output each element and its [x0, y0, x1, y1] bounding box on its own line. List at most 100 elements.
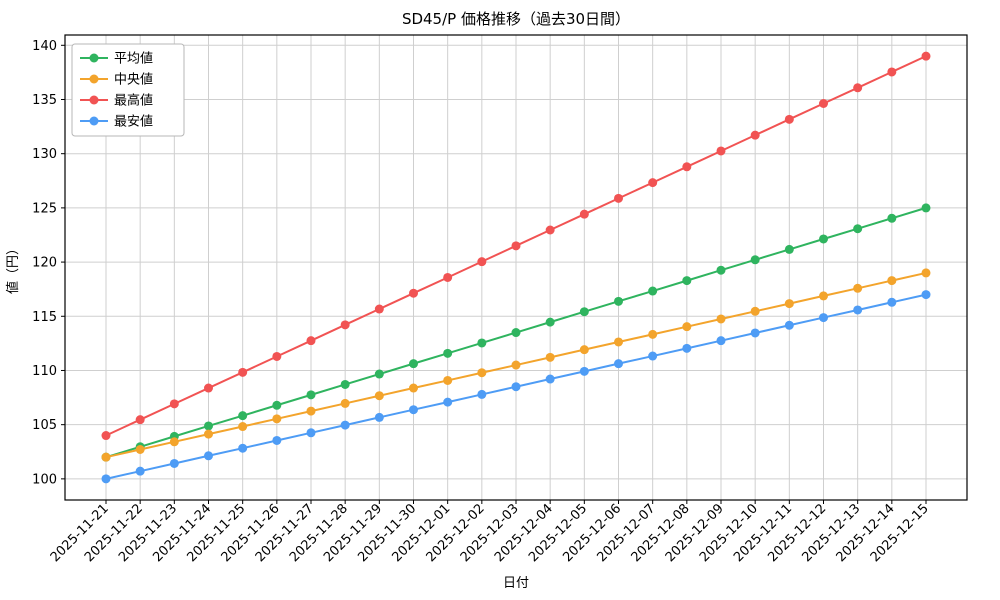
series-marker [101, 452, 111, 462]
legend-marker [89, 74, 99, 84]
series-marker [409, 405, 418, 415]
series-marker [682, 343, 692, 353]
series-marker [443, 397, 453, 407]
series-marker [204, 451, 213, 461]
legend-box [71, 43, 185, 137]
series-marker [477, 257, 487, 267]
series-marker [750, 328, 760, 338]
series-marker [853, 224, 863, 234]
series-marker [306, 390, 316, 400]
y-tick-label: 105 [32, 418, 57, 433]
series-marker [716, 146, 726, 156]
y-tick-label: 115 [32, 310, 57, 325]
series-marker [306, 336, 316, 346]
series-marker [511, 241, 521, 251]
series-marker [579, 366, 589, 376]
series-marker [511, 360, 521, 370]
series-marker [784, 244, 794, 254]
x-axis-label: 日付 [503, 576, 529, 591]
series-marker [204, 429, 213, 439]
series-marker [545, 352, 555, 362]
series-marker [101, 431, 111, 441]
series-marker [853, 83, 863, 93]
series-marker [477, 389, 487, 399]
series-marker [272, 351, 282, 361]
series-marker [272, 414, 282, 424]
series-marker [169, 437, 179, 447]
series-marker [579, 345, 589, 355]
series-marker [716, 336, 726, 346]
series-marker [443, 272, 453, 282]
y-tick-label: 120 [32, 256, 57, 271]
series-marker [374, 304, 384, 314]
series-marker [648, 329, 658, 339]
series-marker [238, 411, 248, 421]
series-marker [204, 421, 213, 431]
series-marker [750, 255, 760, 265]
series-marker [819, 313, 828, 323]
series-marker [340, 379, 350, 389]
series-marker [887, 213, 897, 223]
legend-label: 最高値 [114, 93, 153, 109]
series-marker [784, 320, 794, 330]
series-marker [921, 290, 931, 300]
series-marker [477, 338, 487, 348]
series-marker [135, 415, 145, 425]
series-marker [306, 406, 316, 416]
series-marker [887, 67, 897, 77]
series-marker [716, 265, 726, 275]
series-marker [921, 268, 931, 278]
series-marker [750, 306, 760, 316]
series-marker [682, 322, 692, 332]
series-marker [887, 297, 897, 307]
series-marker [682, 162, 692, 172]
legend-label: 最安値 [114, 114, 153, 130]
legend-marker [89, 116, 99, 126]
series-marker [716, 314, 726, 324]
series-marker [682, 276, 692, 286]
y-tick-label: 140 [32, 39, 57, 54]
series-marker [545, 317, 555, 327]
series-marker [374, 391, 384, 401]
legend-marker [89, 95, 99, 105]
series-marker [374, 369, 384, 379]
series-marker [340, 320, 350, 330]
series-marker [306, 428, 316, 438]
series-marker [614, 359, 623, 369]
series-marker [272, 435, 282, 445]
series-marker [614, 296, 623, 306]
series-marker [545, 225, 555, 235]
series-marker [579, 307, 589, 317]
series-marker [921, 51, 931, 61]
series-marker [238, 422, 248, 432]
series-marker [819, 291, 828, 301]
series-marker [409, 359, 418, 369]
series-marker [443, 375, 453, 385]
series-marker [784, 299, 794, 309]
series-marker [887, 276, 897, 286]
series-marker [511, 328, 521, 338]
series-marker [340, 398, 350, 408]
series-marker [340, 420, 350, 430]
series-marker [819, 99, 828, 109]
legend-label: 中央値 [114, 72, 153, 88]
series-marker [135, 444, 145, 454]
series-marker [204, 383, 213, 393]
series-marker [135, 466, 145, 476]
series-marker [477, 368, 487, 378]
series-marker [579, 209, 589, 219]
series-marker [238, 367, 248, 377]
series-marker [169, 399, 179, 409]
legend-marker [89, 53, 99, 63]
y-tick-label: 100 [32, 472, 57, 487]
series-marker [511, 382, 521, 392]
y-tick-label: 110 [32, 364, 57, 379]
series-marker [272, 400, 282, 410]
series-marker [545, 374, 555, 384]
series-marker [169, 458, 179, 468]
y-tick-label: 125 [32, 201, 57, 216]
series-marker [374, 412, 384, 422]
y-tick-label: 130 [32, 147, 57, 162]
